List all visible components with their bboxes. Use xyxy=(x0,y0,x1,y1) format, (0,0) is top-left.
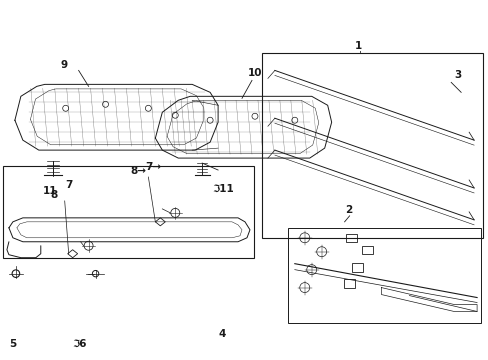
Text: 2: 2 xyxy=(345,205,352,215)
Text: 8→: 8→ xyxy=(130,166,146,176)
Bar xyxy=(351,264,362,272)
Bar xyxy=(361,246,372,254)
Text: 10: 10 xyxy=(247,68,262,78)
Bar xyxy=(344,279,354,288)
Text: 7→: 7→ xyxy=(145,162,161,172)
Text: 5: 5 xyxy=(9,339,16,349)
Text: 9: 9 xyxy=(61,60,68,71)
Bar xyxy=(262,54,482,238)
Text: ℑ6: ℑ6 xyxy=(73,339,87,349)
Bar xyxy=(3,166,253,258)
Text: 1: 1 xyxy=(354,41,361,50)
Text: 8: 8 xyxy=(51,190,58,200)
Text: 3: 3 xyxy=(453,71,461,80)
Bar xyxy=(346,234,356,242)
Bar xyxy=(287,228,480,323)
Text: ℑ11: ℑ11 xyxy=(212,184,233,194)
Text: 4: 4 xyxy=(218,329,225,339)
Text: 11: 11 xyxy=(42,186,57,196)
Text: 7: 7 xyxy=(65,180,73,190)
